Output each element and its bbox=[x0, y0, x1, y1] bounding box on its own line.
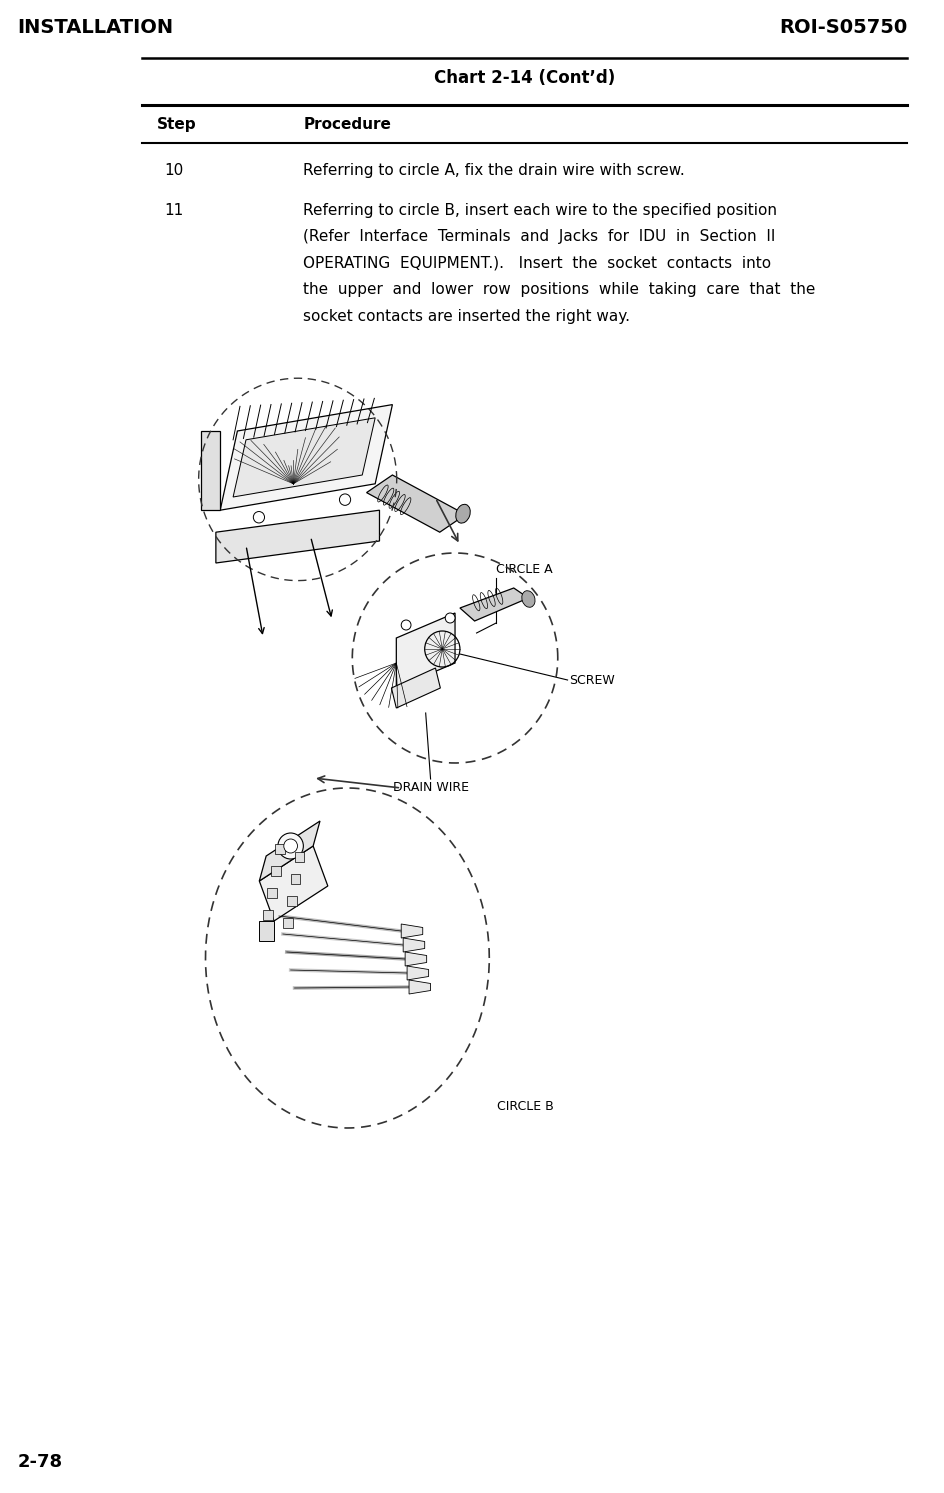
Polygon shape bbox=[391, 667, 440, 708]
Text: Referring to circle B, insert each wire to the specified position: Referring to circle B, insert each wire … bbox=[303, 203, 777, 218]
Text: socket contacts are inserted the right way.: socket contacts are inserted the right w… bbox=[303, 309, 630, 324]
Bar bbox=[263, 911, 273, 920]
Circle shape bbox=[253, 512, 264, 523]
Polygon shape bbox=[233, 418, 375, 497]
Text: CIRCLE B: CIRCLE B bbox=[497, 1099, 553, 1112]
Text: 2-78: 2-78 bbox=[18, 1453, 62, 1471]
Text: 10: 10 bbox=[164, 163, 183, 178]
Polygon shape bbox=[259, 847, 328, 921]
Bar bbox=[267, 888, 277, 897]
Circle shape bbox=[445, 614, 455, 623]
Circle shape bbox=[401, 620, 411, 630]
Polygon shape bbox=[220, 405, 392, 511]
Bar bbox=[282, 918, 293, 929]
Polygon shape bbox=[201, 431, 220, 511]
Ellipse shape bbox=[521, 591, 534, 608]
Text: the  upper  and  lower  row  positions  while  taking  care  that  the: the upper and lower row positions while … bbox=[303, 282, 815, 297]
Ellipse shape bbox=[455, 505, 470, 523]
Circle shape bbox=[283, 839, 297, 853]
Text: Step: Step bbox=[157, 116, 196, 131]
Text: Chart 2-14 (Cont’d): Chart 2-14 (Cont’d) bbox=[433, 69, 615, 87]
Bar bbox=[286, 896, 296, 906]
Polygon shape bbox=[215, 511, 379, 563]
Polygon shape bbox=[460, 588, 528, 621]
Text: (Refer  Interface  Terminals  and  Jacks  for  IDU  in  Section  II: (Refer Interface Terminals and Jacks for… bbox=[303, 230, 775, 245]
Polygon shape bbox=[396, 614, 455, 688]
Circle shape bbox=[339, 494, 350, 505]
Text: CIRCLE A: CIRCLE A bbox=[496, 563, 552, 576]
Circle shape bbox=[278, 833, 303, 858]
Text: Procedure: Procedure bbox=[303, 116, 391, 131]
Text: OPERATING  EQUIPMENT.).   Insert  the  socket  contacts  into: OPERATING EQUIPMENT.). Insert the socket… bbox=[303, 255, 770, 272]
Text: Referring to circle A, fix the drain wire with screw.: Referring to circle A, fix the drain wir… bbox=[303, 163, 684, 178]
Bar bbox=[295, 853, 304, 861]
Text: ROI-S05750: ROI-S05750 bbox=[778, 18, 906, 37]
Bar bbox=[275, 844, 284, 854]
Text: INSTALLATION: INSTALLATION bbox=[18, 18, 174, 37]
Polygon shape bbox=[259, 921, 274, 941]
Bar bbox=[271, 866, 280, 876]
Polygon shape bbox=[259, 821, 320, 881]
Polygon shape bbox=[401, 924, 422, 938]
Text: SCREW: SCREW bbox=[569, 673, 615, 687]
Text: DRAIN WIRE: DRAIN WIRE bbox=[392, 781, 468, 794]
Polygon shape bbox=[403, 938, 424, 953]
Polygon shape bbox=[366, 475, 465, 532]
Bar bbox=[291, 873, 300, 884]
Polygon shape bbox=[405, 953, 426, 966]
Polygon shape bbox=[407, 966, 429, 979]
Text: 11: 11 bbox=[164, 203, 183, 218]
Polygon shape bbox=[409, 979, 430, 994]
